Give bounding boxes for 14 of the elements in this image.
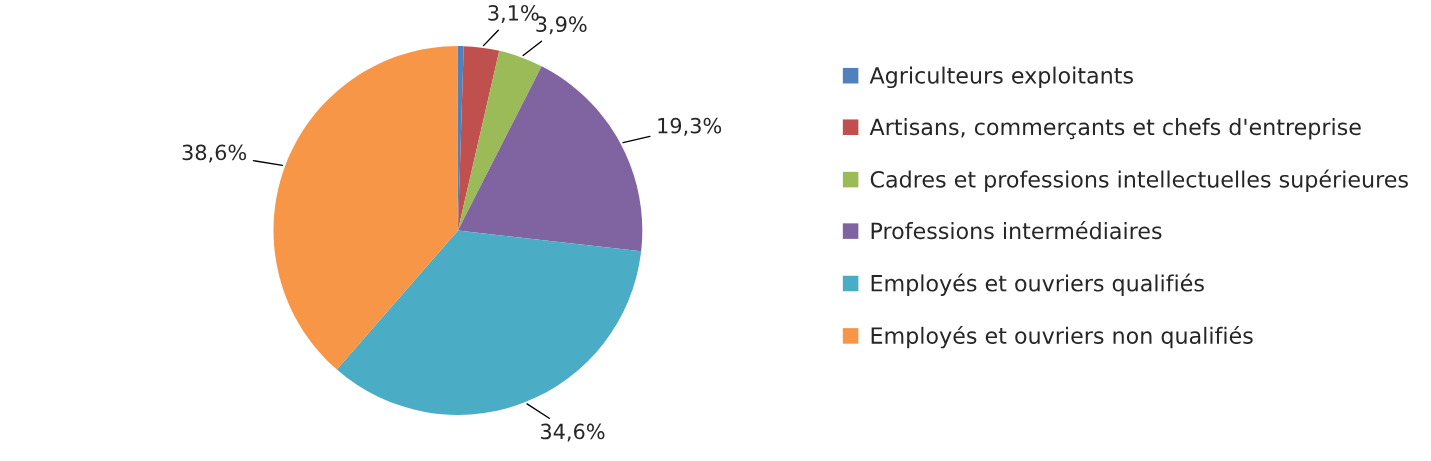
pie-slice	[273, 46, 458, 370]
pie-slice	[336, 230, 642, 415]
pie-slice	[457, 66, 643, 252]
data-label: 34,6%	[541, 423, 605, 442]
pie-slice	[457, 46, 500, 231]
legend-label: Artisans, commerçants et chefs d'entreprise	[869, 118, 1361, 140]
legend-label: Employés et ouvriers non qualifiés	[871, 325, 1253, 349]
data-label: 19,3%	[658, 117, 722, 136]
legend-label: Agriculteurs exploitants	[869, 66, 1133, 89]
legend-label: Professions intermédiaires	[871, 221, 1162, 240]
legend-label: Employés et ouvriers qualifiés	[871, 273, 1204, 296]
data-label: 38,6%	[182, 144, 247, 163]
legend-label: Cadres et professions intellectuelles supérieures	[870, 169, 1408, 193]
pie-slice	[457, 50, 542, 231]
